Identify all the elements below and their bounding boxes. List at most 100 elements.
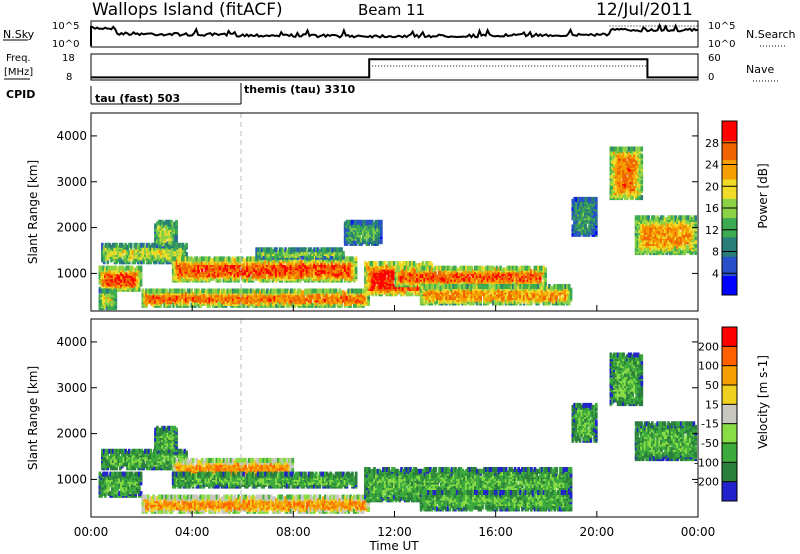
echo-cell bbox=[385, 277, 389, 283]
echo-cell bbox=[311, 275, 314, 281]
echo-cell bbox=[266, 274, 269, 280]
echo-cell bbox=[286, 288, 289, 294]
echo-cell bbox=[157, 219, 161, 225]
echo-cell bbox=[278, 251, 282, 256]
echo-cell bbox=[262, 293, 266, 299]
echo-cell bbox=[343, 267, 347, 272]
echo-cell bbox=[228, 293, 231, 299]
echo-cell bbox=[229, 263, 233, 269]
echo-cell bbox=[217, 301, 221, 306]
echo-cell bbox=[120, 274, 123, 280]
echo-cell bbox=[327, 275, 331, 281]
echo-cell bbox=[307, 275, 311, 281]
echo-cell bbox=[264, 247, 267, 253]
echo-cell bbox=[264, 290, 267, 296]
echo-cell bbox=[118, 274, 121, 280]
echo-cell bbox=[268, 290, 271, 296]
echo-cell bbox=[327, 247, 331, 253]
echo-cell bbox=[188, 256, 191, 262]
echo-cell bbox=[311, 249, 314, 255]
echo-cell bbox=[273, 247, 277, 253]
echo-cell bbox=[313, 295, 316, 301]
echo-cell bbox=[113, 246, 117, 252]
echo-cell bbox=[266, 288, 269, 294]
echo-cell bbox=[336, 292, 340, 298]
echo-cell bbox=[347, 293, 351, 299]
echo-cell bbox=[206, 268, 209, 274]
echo-cell bbox=[418, 262, 421, 268]
echo-cell bbox=[208, 256, 211, 262]
echo-cell bbox=[228, 265, 231, 271]
echo-cell bbox=[276, 272, 280, 278]
echo-cell bbox=[316, 302, 320, 308]
echo-cell bbox=[240, 288, 244, 294]
echo-cell bbox=[309, 247, 313, 253]
echo-cell bbox=[400, 262, 403, 268]
echo-cell bbox=[131, 250, 135, 256]
echo-cell bbox=[242, 261, 246, 267]
echo-cell bbox=[352, 299, 356, 305]
echo-cell bbox=[286, 249, 289, 255]
echo-cell bbox=[259, 293, 262, 299]
echo-cell bbox=[287, 256, 291, 262]
echo-cell bbox=[173, 256, 177, 262]
echo-cell bbox=[190, 256, 193, 262]
echo-cell bbox=[401, 264, 405, 270]
echo-cell bbox=[135, 242, 138, 248]
echo-cell bbox=[273, 295, 277, 301]
echo-cell bbox=[296, 295, 300, 301]
echo-cell bbox=[142, 242, 145, 248]
echo-cell bbox=[158, 253, 161, 259]
echo-cell bbox=[188, 288, 192, 294]
echo-cell bbox=[313, 274, 316, 280]
echo-cell bbox=[235, 288, 239, 294]
echo-cell bbox=[222, 277, 226, 283]
echo-cell bbox=[144, 244, 147, 250]
echo-cell bbox=[174, 250, 178, 256]
echo-cell bbox=[273, 272, 276, 278]
echo-cell bbox=[333, 277, 336, 283]
echo-cell bbox=[401, 261, 405, 266]
echo-cell bbox=[309, 263, 313, 269]
echo-cell bbox=[171, 268, 175, 274]
echo-cell bbox=[291, 288, 295, 294]
echo-cell bbox=[248, 295, 251, 301]
echo-cell bbox=[184, 274, 188, 280]
echo-cell bbox=[305, 265, 309, 271]
echo-cell bbox=[163, 302, 166, 308]
echo-cell bbox=[116, 283, 120, 289]
echo-cell bbox=[104, 267, 107, 273]
echo-cell bbox=[156, 221, 159, 227]
echo-cell bbox=[302, 254, 305, 260]
echo-cell bbox=[338, 247, 342, 253]
echo-cell bbox=[229, 258, 233, 264]
echo-cell bbox=[126, 244, 129, 250]
echo-cell bbox=[208, 288, 211, 294]
echo-cell bbox=[269, 288, 273, 294]
echo-cell bbox=[170, 225, 173, 231]
echo-cell bbox=[365, 275, 369, 281]
echo-cell bbox=[171, 256, 175, 262]
echo-cell bbox=[166, 292, 170, 298]
echo-cell bbox=[313, 302, 316, 308]
echo-cell bbox=[414, 262, 418, 268]
echo-cell bbox=[307, 247, 311, 253]
echo-cell bbox=[333, 247, 336, 253]
echo-cell bbox=[219, 290, 222, 296]
echo-cell bbox=[191, 258, 195, 264]
echo-cell bbox=[304, 297, 307, 303]
echo-cell bbox=[367, 261, 371, 266]
echo-cell bbox=[352, 302, 356, 308]
echo-cell bbox=[237, 288, 240, 294]
echo-cell bbox=[282, 268, 285, 274]
echo-cell bbox=[322, 254, 325, 260]
echo-cell bbox=[209, 275, 213, 281]
echo-cell bbox=[123, 283, 127, 289]
echo-cell bbox=[278, 247, 282, 253]
echo-cell bbox=[277, 249, 280, 255]
echo-cell bbox=[233, 258, 237, 264]
echo-cell bbox=[322, 288, 325, 294]
echo-cell bbox=[345, 260, 349, 265]
echo-cell bbox=[179, 301, 183, 306]
echo-cell bbox=[240, 267, 244, 272]
